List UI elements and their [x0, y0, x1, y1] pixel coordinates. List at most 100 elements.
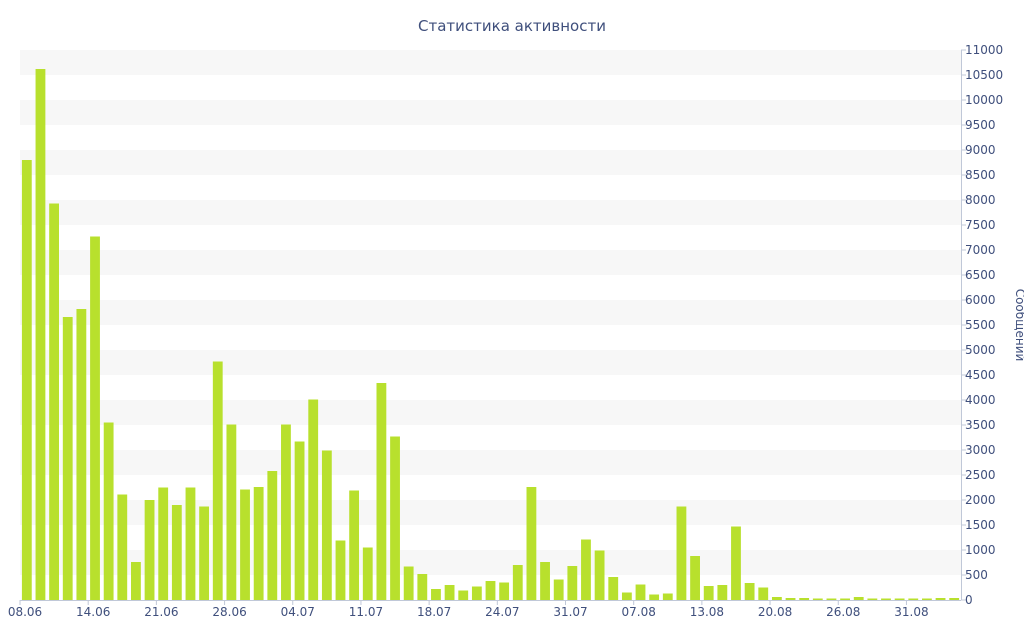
bar[interactable]	[949, 598, 960, 600]
bar[interactable]	[444, 585, 455, 600]
chart-title: Статистика активности	[418, 17, 606, 35]
y-tick-label: 500	[965, 568, 988, 582]
bar[interactable]	[335, 540, 346, 601]
bar[interactable]	[744, 583, 755, 600]
bar[interactable]	[144, 500, 155, 600]
bar[interactable]	[103, 422, 114, 601]
bar[interactable]	[731, 526, 741, 601]
bar[interactable]	[431, 589, 441, 600]
y-tick-label: 10500	[965, 68, 1003, 82]
grid-band	[20, 350, 961, 375]
x-tick-label: 04.07	[281, 605, 315, 619]
bar[interactable]	[212, 361, 223, 601]
bar[interactable]	[785, 598, 796, 600]
bar[interactable]	[349, 490, 360, 601]
bar[interactable]	[458, 590, 469, 601]
bar[interactable]	[908, 598, 919, 601]
bar[interactable]	[417, 574, 428, 600]
bar[interactable]	[253, 487, 264, 600]
bar[interactable]	[540, 562, 550, 600]
bar[interactable]	[717, 585, 728, 600]
bar[interactable]	[62, 317, 73, 600]
bar[interactable]	[512, 565, 523, 600]
bar[interactable]	[526, 487, 537, 600]
y-tick-label: 5500	[965, 318, 996, 332]
y-tick-label: 6000	[965, 293, 996, 307]
y-axis-label: Сообщений	[1013, 289, 1024, 362]
y-tick-label: 3000	[965, 443, 996, 457]
bar[interactable]	[608, 577, 619, 600]
bar[interactable]	[567, 566, 578, 600]
bar[interactable]	[226, 424, 237, 601]
bar[interactable]	[812, 598, 823, 601]
bar[interactable]	[635, 584, 646, 601]
bar[interactable]	[471, 586, 482, 601]
bar[interactable]	[390, 436, 400, 601]
y-tick-label: 8000	[965, 193, 996, 207]
bar[interactable]	[90, 236, 100, 601]
x-tick-label: 26.08	[826, 605, 860, 619]
x-tick-label: 08.06	[8, 605, 42, 619]
bar[interactable]	[553, 579, 564, 601]
x-axis: 08.06 14.06 21.06 28.06 04.07 11.07 18.07 24.07…	[8, 600, 961, 619]
bar[interactable]	[826, 598, 837, 601]
bar[interactable]	[581, 539, 591, 601]
bar[interactable]	[867, 598, 878, 601]
bar[interactable]	[171, 505, 182, 600]
bar[interactable]	[703, 586, 714, 600]
grid-band	[20, 50, 961, 75]
bar[interactable]	[321, 450, 332, 601]
bar[interactable]	[662, 593, 673, 601]
grid-band	[20, 100, 961, 125]
bar[interactable]	[376, 383, 387, 600]
bar[interactable]	[799, 598, 810, 600]
bar[interactable]	[649, 594, 660, 601]
bar[interactable]	[240, 489, 250, 601]
bar[interactable]	[594, 550, 605, 601]
y-tick-label: 11000	[965, 43, 1003, 57]
bar[interactable]	[158, 487, 169, 601]
grid-band	[20, 200, 961, 225]
bar[interactable]	[308, 399, 319, 601]
y-tick-label: 10000	[965, 93, 1003, 107]
x-tick-label: 20.08	[758, 605, 792, 619]
x-tick-label: 07.08	[622, 605, 656, 619]
bar[interactable]	[676, 506, 687, 601]
y-tick-label: 9000	[965, 143, 996, 157]
bar[interactable]	[499, 582, 510, 601]
bar[interactable]	[267, 471, 278, 600]
x-tick-label: 28.06	[212, 605, 246, 619]
y-tick-label: 3500	[965, 418, 996, 432]
grid-band	[20, 150, 961, 175]
bar[interactable]	[294, 441, 305, 601]
bar[interactable]	[922, 598, 932, 601]
bar[interactable]	[690, 556, 700, 600]
bar[interactable]	[840, 598, 850, 601]
bar[interactable]	[185, 487, 196, 601]
bar[interactable]	[758, 587, 769, 601]
x-tick-label: 11.07	[349, 605, 383, 619]
bar[interactable]	[771, 597, 782, 600]
bar[interactable]	[362, 547, 373, 601]
y-tick-label: 6500	[965, 268, 996, 282]
bar[interactable]	[49, 203, 59, 601]
bar[interactable]	[35, 69, 46, 600]
bar[interactable]	[485, 581, 496, 600]
x-tick-label: 21.06	[144, 605, 178, 619]
bar[interactable]	[131, 562, 141, 600]
y-tick-label: 7500	[965, 218, 996, 232]
bar[interactable]	[621, 592, 632, 601]
bar[interactable]	[76, 309, 87, 600]
bar[interactable]	[21, 160, 32, 600]
y-axis: 0 500 1000 1500 2000 2500 3000 3500 4000 4500 5000…	[961, 43, 1003, 607]
bar[interactable]	[935, 598, 946, 600]
grid-band	[20, 300, 961, 325]
bar[interactable]	[881, 598, 891, 601]
bar[interactable]	[117, 494, 128, 601]
bar[interactable]	[853, 597, 864, 600]
bar[interactable]	[403, 566, 414, 601]
bar[interactable]	[894, 598, 905, 601]
bar[interactable]	[281, 424, 291, 601]
bar[interactable]	[199, 506, 210, 601]
